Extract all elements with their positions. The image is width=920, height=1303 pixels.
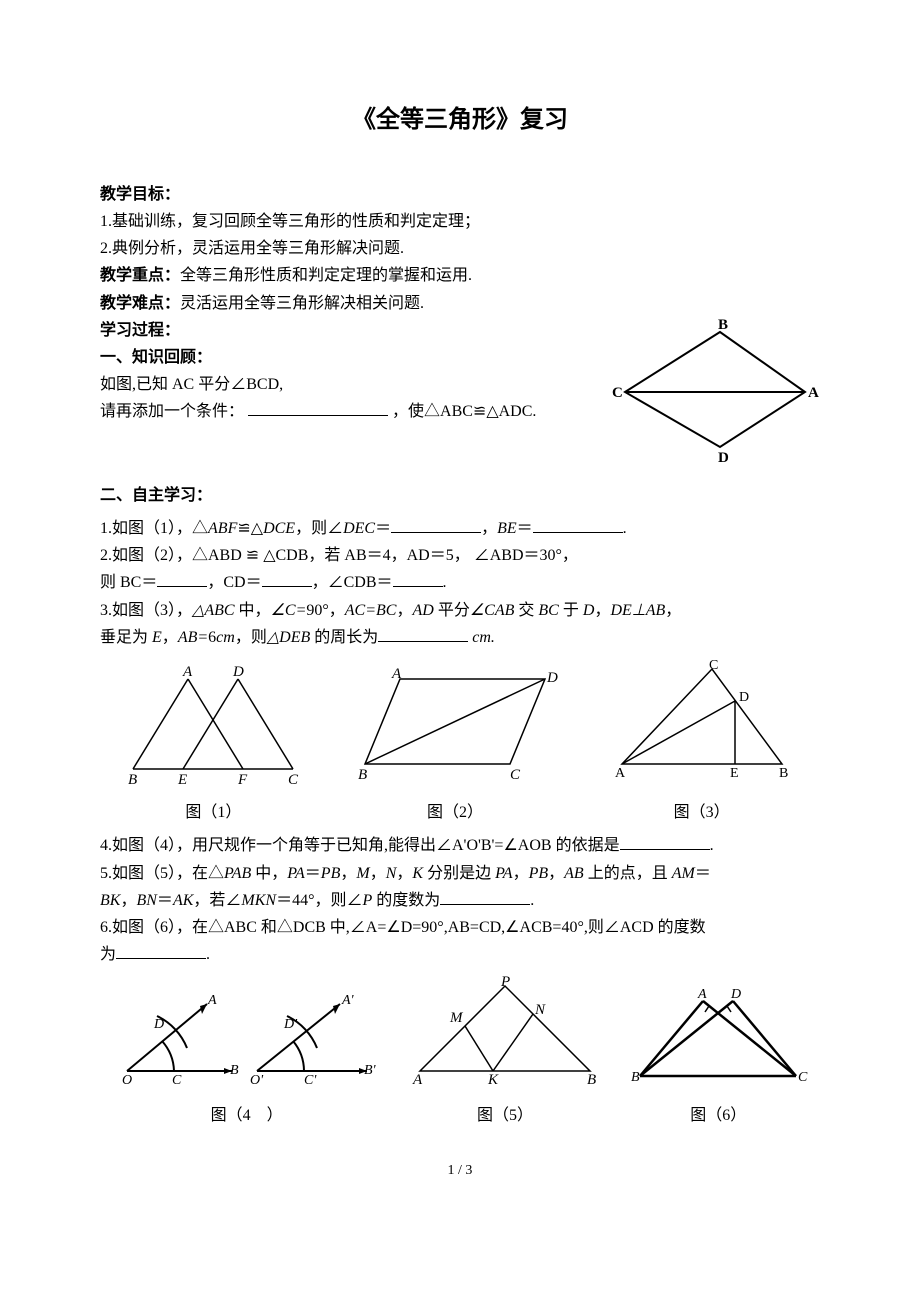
- svg-text:A: A: [412, 1072, 423, 1086]
- figure-1: A D B E F C: [123, 664, 303, 784]
- focus-label: 教学重点：: [100, 267, 180, 284]
- svg-text:A: A: [697, 987, 707, 1002]
- svg-text:D: D: [739, 690, 749, 705]
- blank: [248, 399, 388, 416]
- svg-text:O': O': [250, 1073, 264, 1086]
- q6: 6.如图（6），在△ABC 和△DCB 中,∠A=∠D=90°,AB=CD,∠A…: [100, 914, 820, 968]
- svg-text:B: B: [631, 1070, 640, 1085]
- svg-text:B: B: [779, 766, 788, 781]
- svg-text:C: C: [288, 772, 299, 784]
- svg-text:B: B: [230, 1063, 239, 1078]
- svg-text:B: B: [358, 767, 367, 783]
- svg-text:C: C: [798, 1070, 808, 1085]
- page-footer: 1 / 3: [100, 1159, 820, 1183]
- figure-5: P M N A K B: [405, 976, 605, 1086]
- caption-4: 图（4 ）: [112, 1102, 382, 1129]
- svg-text:A: A: [615, 766, 626, 781]
- svg-text:C: C: [510, 767, 521, 783]
- svg-text:M: M: [449, 1010, 464, 1026]
- review-line2b: ，使△ABC≌△ADC.: [392, 403, 536, 420]
- svg-text:A: A: [182, 664, 193, 680]
- svg-text:A: A: [391, 666, 402, 682]
- svg-text:C: C: [612, 385, 623, 401]
- q1: 1.如图（1），△ABF≌△DCE，则∠DEC＝，BE＝.: [100, 515, 820, 542]
- caption-3: 图（3）: [607, 799, 797, 826]
- svg-text:C': C': [304, 1073, 317, 1086]
- process-label: 学习过程：: [100, 322, 180, 339]
- svg-text:B: B: [718, 317, 728, 333]
- svg-text:B: B: [128, 772, 137, 784]
- svg-text:D: D: [730, 987, 741, 1002]
- q5: 5.如图（5），在△PAB 中，PA＝PB，M，N，K 分别是边 PA，PB，A…: [100, 860, 820, 914]
- q2: 2.如图（2），△ABD ≌ △CDB，若 AB＝4，AD＝5， ∠ABD＝30…: [100, 542, 820, 596]
- svg-text:O: O: [122, 1073, 132, 1086]
- svg-text:E: E: [177, 772, 187, 784]
- caption-2: 图（2）: [350, 799, 560, 826]
- caption-6: 图（6）: [628, 1102, 808, 1129]
- svg-text:A: A: [207, 993, 217, 1008]
- figure-3: A B C D E: [607, 659, 797, 784]
- svg-text:C: C: [172, 1073, 182, 1086]
- figure-4: O C B A D O' C' B' A' D': [112, 986, 382, 1086]
- figure-2: A D B C: [350, 664, 560, 784]
- figure-kite: A B C D: [610, 317, 820, 476]
- caption-5: 图（5）: [405, 1102, 605, 1129]
- svg-text:N: N: [534, 1002, 546, 1018]
- svg-text:D: D: [546, 670, 558, 686]
- svg-text:P: P: [500, 976, 510, 990]
- q3: 3.如图（3），△ABC 中，∠C=90°，AC=BC，AD 平分∠CAB 交 …: [100, 597, 820, 651]
- review-line2a: 请再添加一个条件：: [100, 403, 244, 420]
- content: 教学目标： 1.基础训练，复习回顾全等三角形的性质和判定定理； 2.典例分析，灵…: [100, 181, 820, 1129]
- goal-label: 教学目标：: [100, 186, 180, 203]
- svg-text:D: D: [232, 664, 244, 680]
- figure-row-1: A D B E F C 图（1） A D B C 图（2）: [100, 659, 820, 826]
- focus-text: 全等三角形性质和判定定理的掌握和运用.: [180, 267, 472, 284]
- self-label: 二、自主学习：: [100, 487, 212, 504]
- caption-1: 图（1）: [123, 799, 303, 826]
- goal-1: 1.基础训练，复习回顾全等三角形的性质和判定定理；: [100, 208, 820, 235]
- svg-text:D: D: [153, 1017, 164, 1032]
- hard-label: 教学难点：: [100, 295, 180, 312]
- figure-6: A D B C: [628, 986, 808, 1086]
- svg-text:A: A: [808, 385, 819, 401]
- q4: 4.如图（4），用尺规作一个角等于已知角,能得出∠A'O'B'=∠AOB 的依据…: [100, 832, 820, 859]
- svg-text:B': B': [364, 1063, 377, 1078]
- hard-text: 灵活运用全等三角形解决相关问题.: [180, 295, 424, 312]
- svg-text:D: D: [718, 450, 729, 466]
- page-title: 《全等三角形》复习: [100, 100, 820, 141]
- svg-text:A': A': [341, 993, 355, 1008]
- goal-2: 2.典例分析，灵活运用全等三角形解决问题.: [100, 235, 820, 262]
- review-line1: 如图,已知 AC 平分∠BCD,: [100, 371, 610, 398]
- svg-text:D': D': [283, 1017, 298, 1032]
- svg-text:F: F: [237, 772, 248, 784]
- svg-text:B: B: [587, 1072, 596, 1086]
- svg-text:E: E: [730, 766, 739, 781]
- svg-text:C: C: [709, 659, 718, 673]
- figure-row-2: O C B A D O' C' B' A' D' 图（4 ）: [100, 976, 820, 1128]
- review-label: 一、知识回顾：: [100, 349, 212, 366]
- svg-text:K: K: [487, 1072, 499, 1086]
